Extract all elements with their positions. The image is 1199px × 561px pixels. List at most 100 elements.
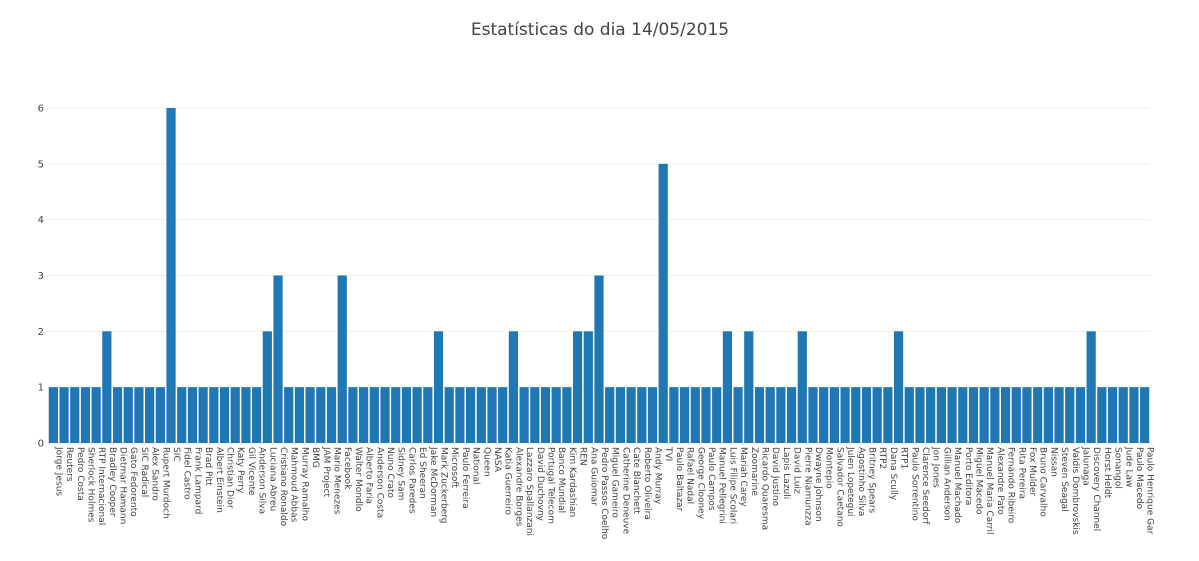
bar[interactable] [840, 387, 850, 443]
bar[interactable] [241, 387, 251, 443]
bar[interactable] [979, 387, 989, 443]
bar[interactable] [690, 387, 700, 443]
bar[interactable] [605, 387, 615, 443]
bar[interactable] [765, 387, 775, 443]
bar[interactable] [583, 331, 593, 443]
bar[interactable] [1140, 387, 1150, 443]
bar[interactable] [102, 331, 112, 443]
bar[interactable] [744, 331, 754, 443]
bar[interactable] [883, 387, 893, 443]
bar[interactable] [926, 387, 936, 443]
bar[interactable] [155, 387, 165, 443]
bar[interactable] [819, 387, 829, 443]
bar[interactable] [112, 387, 123, 443]
bar[interactable] [80, 387, 91, 443]
bar[interactable] [679, 387, 690, 443]
bar[interactable] [326, 387, 337, 443]
bar[interactable] [872, 387, 882, 443]
bar[interactable] [209, 387, 219, 443]
bar[interactable] [851, 387, 861, 443]
bar[interactable] [808, 387, 818, 443]
bar[interactable] [722, 331, 732, 443]
bar[interactable] [1097, 387, 1107, 443]
bar[interactable] [230, 387, 240, 443]
bar[interactable] [166, 108, 176, 443]
bar[interactable] [861, 387, 872, 443]
bar[interactable] [391, 387, 401, 443]
bar[interactable] [348, 387, 358, 443]
bar[interactable] [1000, 387, 1011, 443]
bar[interactable] [893, 331, 904, 443]
bar[interactable] [294, 387, 305, 443]
bar[interactable] [145, 387, 155, 443]
bar[interactable] [1129, 387, 1139, 443]
bar[interactable] [540, 387, 551, 443]
bar[interactable] [198, 387, 208, 443]
bar[interactable] [380, 387, 390, 443]
bar[interactable] [947, 387, 957, 443]
bar[interactable] [562, 387, 572, 443]
bar[interactable] [219, 387, 230, 443]
bar[interactable] [252, 387, 262, 443]
bar[interactable] [658, 163, 668, 443]
bar[interactable] [573, 331, 583, 443]
bar[interactable] [401, 387, 412, 443]
bar[interactable] [487, 387, 497, 443]
bar[interactable] [551, 387, 561, 443]
bar[interactable] [177, 387, 187, 443]
bar[interactable] [1086, 331, 1096, 443]
bar[interactable] [187, 387, 198, 443]
bar[interactable] [1033, 387, 1043, 443]
bar[interactable] [1118, 387, 1128, 443]
bar[interactable] [615, 387, 625, 443]
bar[interactable] [1011, 387, 1021, 443]
bar[interactable] [797, 331, 807, 443]
bar[interactable] [754, 387, 765, 443]
bar[interactable] [637, 387, 647, 443]
bar[interactable] [712, 387, 722, 443]
bar[interactable] [466, 387, 476, 443]
bar[interactable] [1043, 387, 1053, 443]
bar[interactable] [48, 387, 58, 443]
bar[interactable] [958, 387, 968, 443]
bar[interactable] [316, 387, 326, 443]
bar[interactable] [904, 387, 914, 443]
bar[interactable] [369, 387, 379, 443]
bar[interactable] [936, 387, 946, 443]
bar[interactable] [968, 387, 979, 443]
bar[interactable] [1054, 387, 1064, 443]
bar[interactable] [701, 387, 711, 443]
bar[interactable] [530, 387, 540, 443]
bar[interactable] [70, 387, 80, 443]
bar[interactable] [669, 387, 679, 443]
bar[interactable] [626, 387, 636, 443]
bar[interactable] [829, 387, 839, 443]
bar[interactable] [594, 275, 604, 444]
bar[interactable] [444, 387, 454, 443]
bar[interactable] [59, 387, 69, 443]
bar[interactable] [1107, 387, 1118, 443]
bar[interactable] [273, 275, 283, 444]
bar[interactable] [1075, 387, 1086, 443]
bar[interactable] [498, 387, 508, 443]
bar[interactable] [433, 331, 444, 443]
bar[interactable] [134, 387, 144, 443]
bar[interactable] [1065, 387, 1075, 443]
bar[interactable] [647, 387, 658, 443]
bar[interactable] [455, 387, 465, 443]
bar[interactable] [423, 387, 433, 443]
bar[interactable] [733, 387, 743, 443]
bar[interactable] [123, 387, 133, 443]
bar[interactable] [284, 387, 294, 443]
bar[interactable] [786, 387, 797, 443]
bar[interactable] [990, 387, 1000, 443]
bar[interactable] [91, 387, 101, 443]
bar[interactable] [776, 387, 786, 443]
bar[interactable] [1022, 387, 1032, 443]
bar[interactable] [262, 331, 272, 443]
bar[interactable] [305, 387, 315, 443]
bar[interactable] [359, 387, 369, 443]
bar[interactable] [508, 331, 519, 443]
bar[interactable] [337, 275, 347, 444]
bar[interactable] [476, 387, 486, 443]
